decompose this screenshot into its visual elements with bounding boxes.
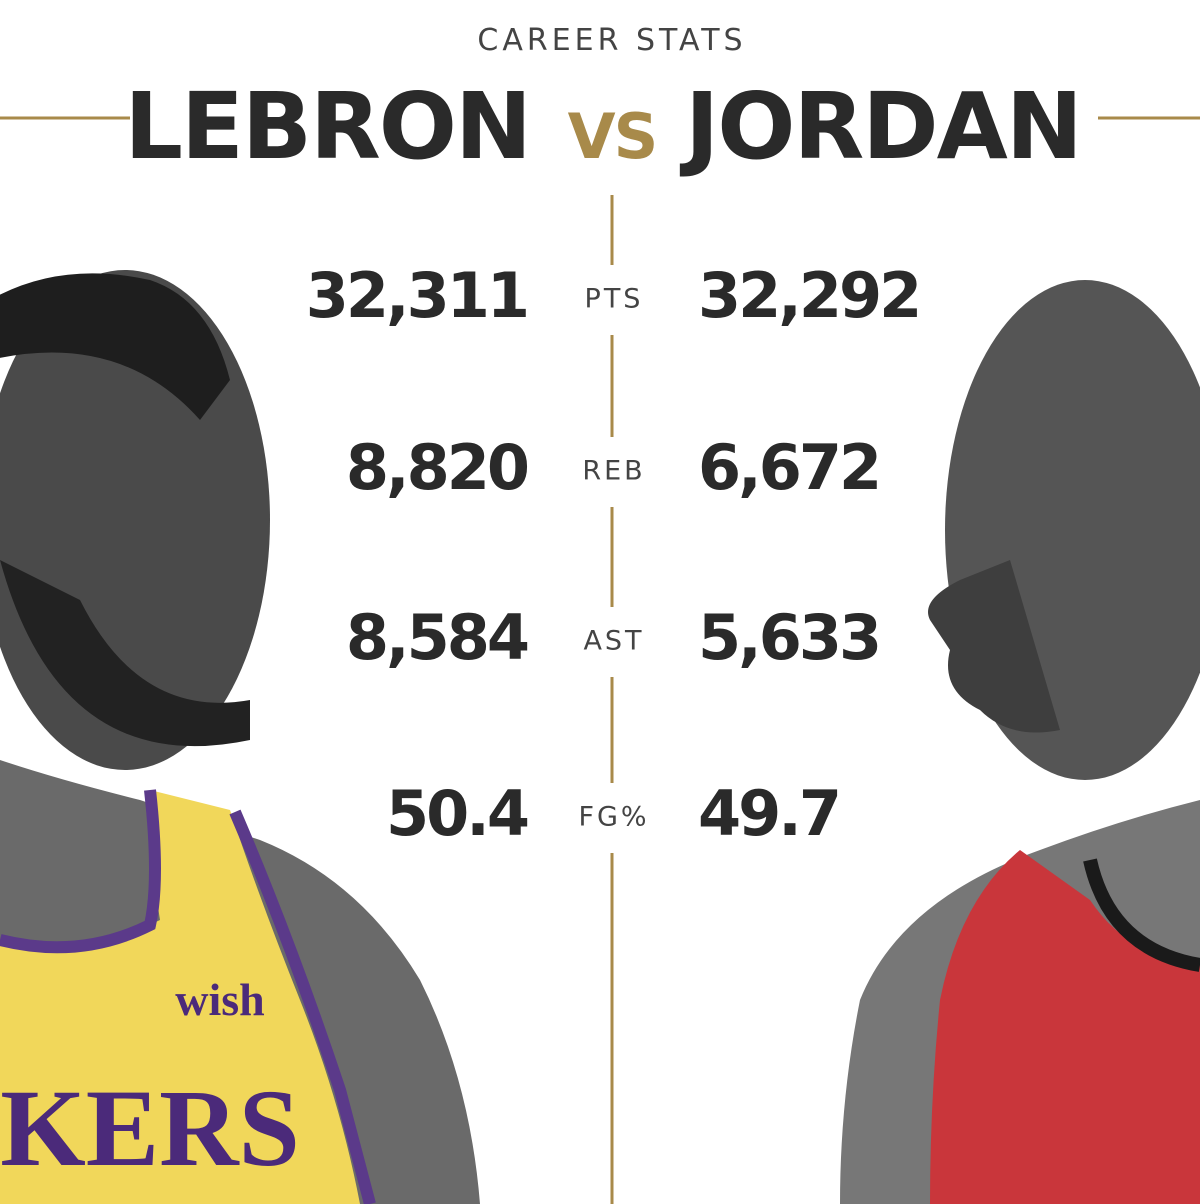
subtitle: CAREER STATS: [477, 23, 746, 58]
right-stat: 32,292: [698, 259, 919, 332]
left-stat: 8,820: [346, 431, 528, 504]
stat-label: PTS: [585, 284, 644, 315]
left-name: LEBRON: [124, 73, 530, 180]
right-stat: 5,633: [698, 601, 879, 674]
stat-label: FG%: [578, 802, 649, 833]
jersey-team: KERS: [0, 1067, 300, 1189]
stat-label: REB: [582, 456, 645, 487]
left-stat: 50.4: [386, 777, 528, 850]
stat-label: AST: [583, 626, 644, 657]
right-stat: 49.7: [698, 777, 839, 850]
right-stat: 6,672: [698, 431, 879, 504]
jersey-sponsor: wish: [175, 974, 264, 1025]
stats: 32,311 PTS 32,292 8,820 REB 6,672 8,584 AST 5,63…: [306, 259, 923, 850]
right-player-image: [840, 280, 1200, 1204]
right-name: JORDAN: [679, 73, 1081, 180]
left-stat: 32,311: [306, 259, 527, 332]
left-player-image: [0, 270, 480, 1204]
vs: VS: [568, 100, 657, 173]
left-stat: 8,584: [346, 601, 528, 674]
